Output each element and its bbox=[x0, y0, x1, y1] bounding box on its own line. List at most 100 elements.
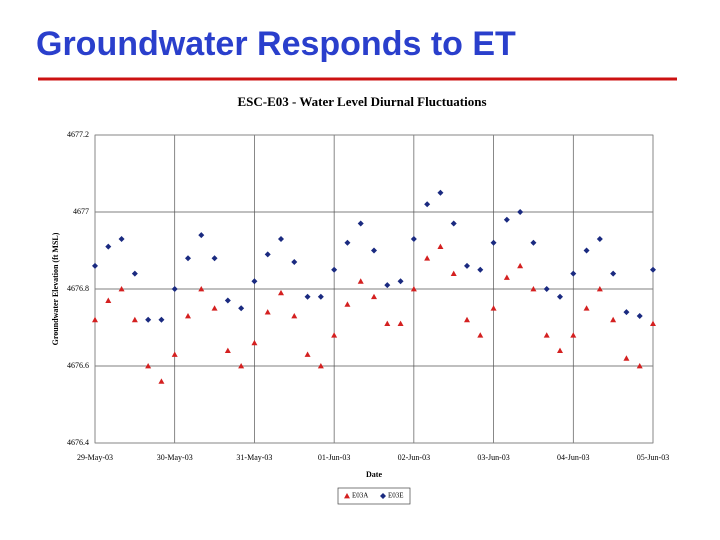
y-tick-label: 4677 bbox=[73, 207, 89, 216]
data-point bbox=[198, 232, 205, 239]
data-point bbox=[596, 235, 603, 242]
data-point bbox=[557, 347, 563, 353]
data-point bbox=[464, 262, 470, 269]
data-point bbox=[105, 243, 112, 250]
data-point bbox=[158, 316, 165, 323]
y-tick-label: 4676.8 bbox=[67, 284, 89, 293]
data-point bbox=[131, 270, 138, 277]
legend-marker bbox=[380, 493, 386, 499]
data-point bbox=[198, 286, 205, 292]
y-tick-label: 4676.6 bbox=[67, 361, 89, 370]
data-point bbox=[437, 243, 444, 250]
data-point bbox=[464, 316, 470, 323]
data-point bbox=[344, 301, 351, 307]
data-point bbox=[384, 282, 391, 289]
data-point bbox=[650, 266, 656, 273]
legend-label: E03A bbox=[352, 492, 368, 500]
data-point bbox=[118, 235, 125, 242]
data-point bbox=[171, 286, 178, 292]
data-point bbox=[291, 312, 298, 319]
data-point bbox=[503, 216, 510, 223]
data-point bbox=[543, 286, 550, 292]
data-point bbox=[570, 332, 577, 338]
data-point bbox=[357, 220, 364, 227]
legend: E03A E03E bbox=[337, 487, 411, 505]
data-point bbox=[490, 305, 497, 311]
data-point bbox=[185, 312, 191, 319]
data-point bbox=[92, 262, 98, 269]
data-point bbox=[424, 201, 431, 208]
data-point bbox=[450, 270, 457, 276]
data-point bbox=[264, 309, 271, 315]
x-tick-label: 04-Jun-03 bbox=[557, 453, 589, 462]
data-point bbox=[557, 293, 563, 300]
data-point bbox=[623, 355, 630, 361]
data-point bbox=[477, 266, 484, 273]
data-point bbox=[238, 363, 245, 369]
x-axis-label: Date bbox=[366, 470, 382, 479]
data-point bbox=[384, 320, 391, 327]
data-point bbox=[331, 332, 338, 338]
data-point bbox=[357, 278, 364, 284]
y-tick-label: 4676.4 bbox=[67, 438, 89, 447]
data-point bbox=[610, 270, 617, 277]
data-point bbox=[490, 239, 497, 246]
x-tick-label: 02-Jun-03 bbox=[398, 453, 430, 462]
data-point bbox=[517, 262, 524, 269]
data-point bbox=[623, 309, 630, 316]
legend-label: E03E bbox=[388, 492, 404, 500]
slide-title: Groundwater Responds to ET bbox=[36, 25, 516, 63]
data-point bbox=[211, 305, 218, 311]
data-point bbox=[477, 332, 484, 338]
x-tick-label: 03-Jun-03 bbox=[477, 453, 509, 462]
data-point bbox=[371, 293, 377, 300]
data-point bbox=[185, 255, 191, 262]
data-point bbox=[145, 363, 152, 369]
data-point bbox=[530, 239, 537, 246]
data-point bbox=[410, 235, 417, 242]
data-point bbox=[211, 255, 218, 262]
data-point bbox=[636, 363, 643, 369]
x-tick-label: 30-May-03 bbox=[157, 453, 193, 462]
data-point bbox=[371, 247, 377, 254]
x-tick-label: 31-May-03 bbox=[236, 453, 272, 462]
data-point bbox=[636, 312, 643, 319]
data-point bbox=[264, 251, 271, 258]
data-point bbox=[238, 305, 245, 312]
data-point bbox=[583, 247, 590, 254]
data-point bbox=[304, 293, 311, 300]
data-point bbox=[610, 316, 617, 323]
data-point bbox=[224, 347, 231, 353]
y-axis-label: Groundwater Elevation (ft MSL) bbox=[51, 232, 60, 345]
data-point bbox=[596, 286, 603, 292]
data-point bbox=[517, 209, 524, 215]
data-point bbox=[397, 320, 404, 327]
data-point bbox=[583, 305, 590, 311]
data-point bbox=[145, 316, 152, 323]
data-point bbox=[105, 297, 112, 303]
data-point bbox=[304, 351, 311, 357]
data-point bbox=[410, 286, 417, 292]
data-point bbox=[158, 378, 165, 384]
data-point bbox=[397, 278, 404, 285]
x-tick-label: 01-Jun-03 bbox=[318, 453, 350, 462]
data-point bbox=[317, 293, 324, 300]
data-point bbox=[131, 316, 138, 323]
legend-box bbox=[337, 487, 411, 505]
plot-frame bbox=[94, 134, 654, 444]
data-point bbox=[450, 220, 457, 227]
data-point bbox=[344, 239, 351, 246]
data-point bbox=[530, 286, 537, 292]
data-point bbox=[251, 339, 258, 346]
data-point bbox=[278, 289, 284, 296]
chart-title: ESC-E03 - Water Level Diurnal Fluctuatio… bbox=[237, 94, 486, 109]
data-point bbox=[278, 235, 284, 242]
x-tick-label: 05-Jun-03 bbox=[637, 453, 669, 462]
data-point bbox=[92, 316, 98, 323]
y-tick-label: 4677.2 bbox=[67, 130, 89, 139]
data-point bbox=[317, 363, 324, 369]
data-point bbox=[503, 274, 510, 280]
data-point bbox=[543, 332, 550, 338]
data-point bbox=[224, 297, 231, 304]
